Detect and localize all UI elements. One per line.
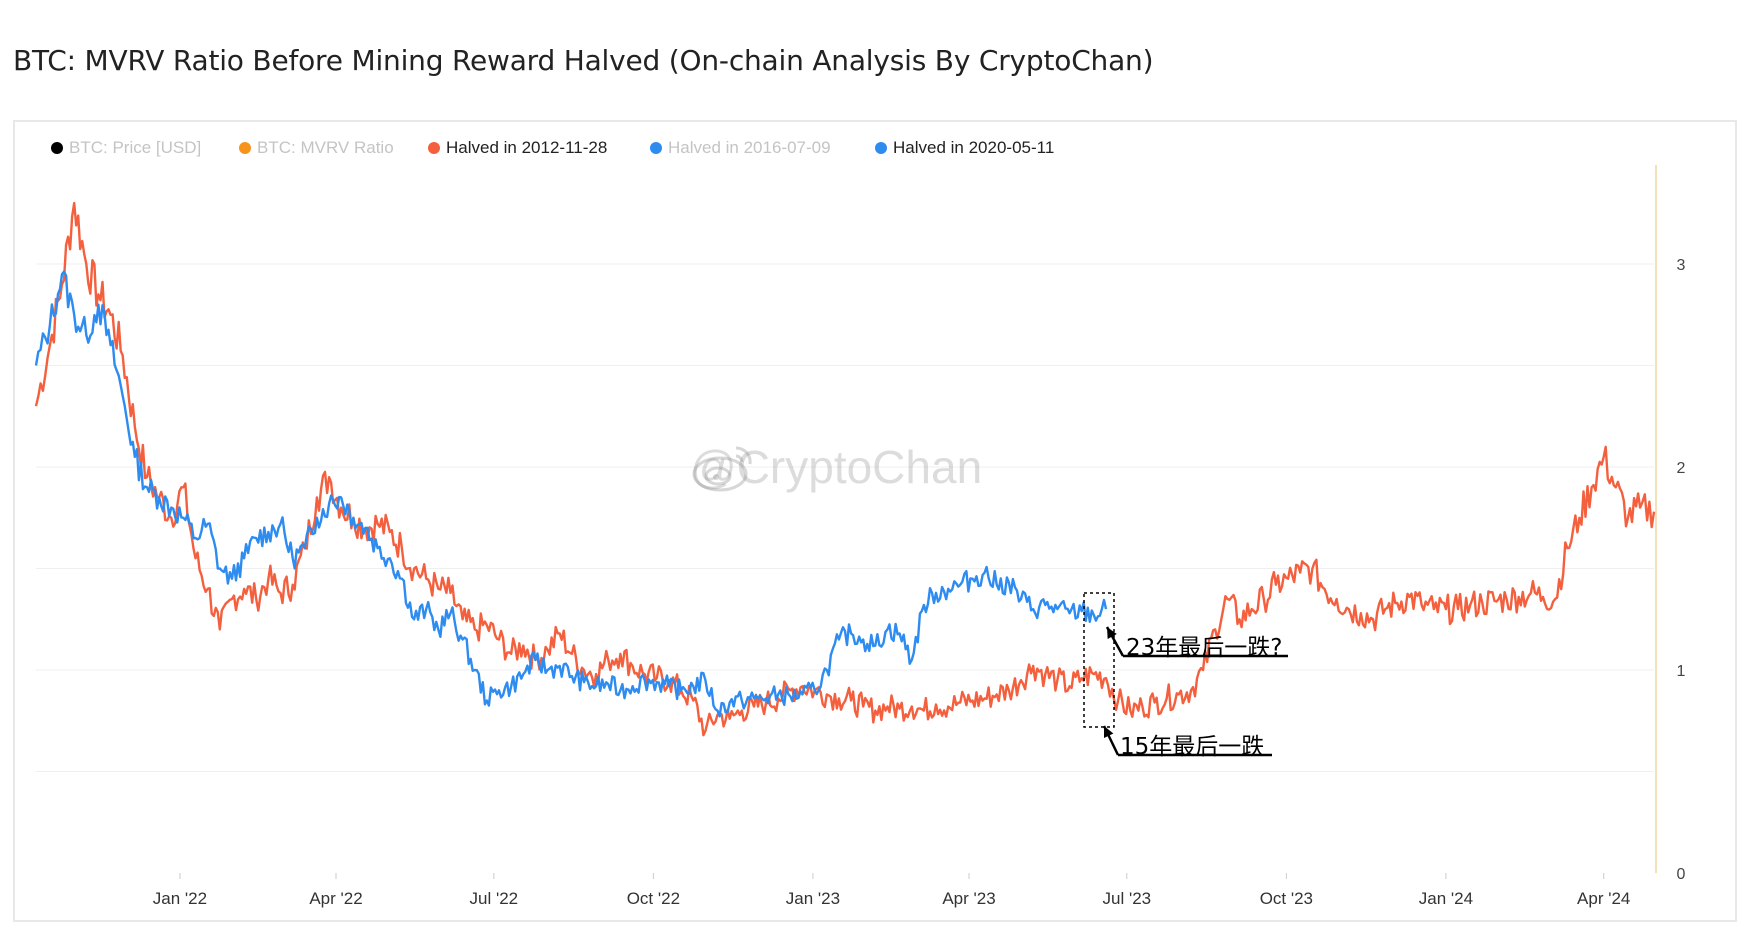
x-tick-label: Jul '22 (470, 889, 519, 908)
x-tick-label: Jan '22 (153, 889, 207, 908)
legend-label: BTC: Price [USD] (69, 138, 202, 157)
y-tick-label: 3 (1677, 257, 1686, 274)
series-line-halved-in-2020-05-11 (34, 270, 1108, 718)
arrow-2023-head (1107, 627, 1117, 639)
annotation-2015: 15年最后一跌 (1120, 734, 1265, 760)
legend-dot-icon (239, 142, 251, 154)
legend-item-price[interactable]: BTC: Price [USD] (51, 138, 201, 158)
x-tick-label: Jan '24 (1419, 889, 1473, 908)
annotation-2023: 23年最后一跌? (1126, 635, 1283, 661)
legend-label: BTC: MVRV Ratio (257, 138, 394, 157)
legend-label: Halved in 2020-05-11 (893, 138, 1055, 157)
watermark: @CryptoChan (690, 440, 982, 494)
x-tick-label: Oct '22 (627, 889, 680, 908)
x-tick-label: Apr '24 (1577, 889, 1630, 908)
x-tick-label: Jul '23 (1103, 889, 1152, 908)
x-tick-label: Jan '23 (786, 889, 840, 908)
annotation-box (1083, 592, 1115, 728)
arrow-2015-head (1103, 726, 1114, 738)
legend-item-halved-2016[interactable]: Halved in 2016-07-09 (650, 138, 831, 158)
legend-label: Halved in 2012-11-28 (446, 138, 608, 157)
legend-dot-icon (650, 142, 662, 154)
series-line-halved-in-2012-11-28 (34, 201, 1656, 737)
chart-panel (13, 120, 1737, 922)
weibo-logo-icon (692, 446, 752, 492)
legend-dot-icon (51, 142, 63, 154)
legend-item-mvrv[interactable]: BTC: MVRV Ratio (239, 138, 394, 158)
x-tick-label: Oct '23 (1260, 889, 1313, 908)
legend-item-halved-2012[interactable]: Halved in 2012-11-28 (428, 138, 607, 158)
legend-dot-icon (875, 142, 887, 154)
y-tick-label: 1 (1677, 663, 1686, 680)
watermark-text: @CryptoChan (690, 441, 983, 493)
legend-dot-icon (428, 142, 440, 154)
legend-item-halved-2020[interactable]: Halved in 2020-05-11 (875, 138, 1054, 158)
x-tick-label: Apr '22 (309, 889, 362, 908)
x-tick-label: Apr '23 (942, 889, 995, 908)
y-tick-label: 0 (1677, 866, 1686, 883)
y-tick-label: 2 (1677, 460, 1686, 477)
page-title: BTC: MVRV Ratio Before Mining Reward Hal… (13, 44, 1154, 77)
legend-label: Halved in 2016-07-09 (668, 138, 831, 157)
